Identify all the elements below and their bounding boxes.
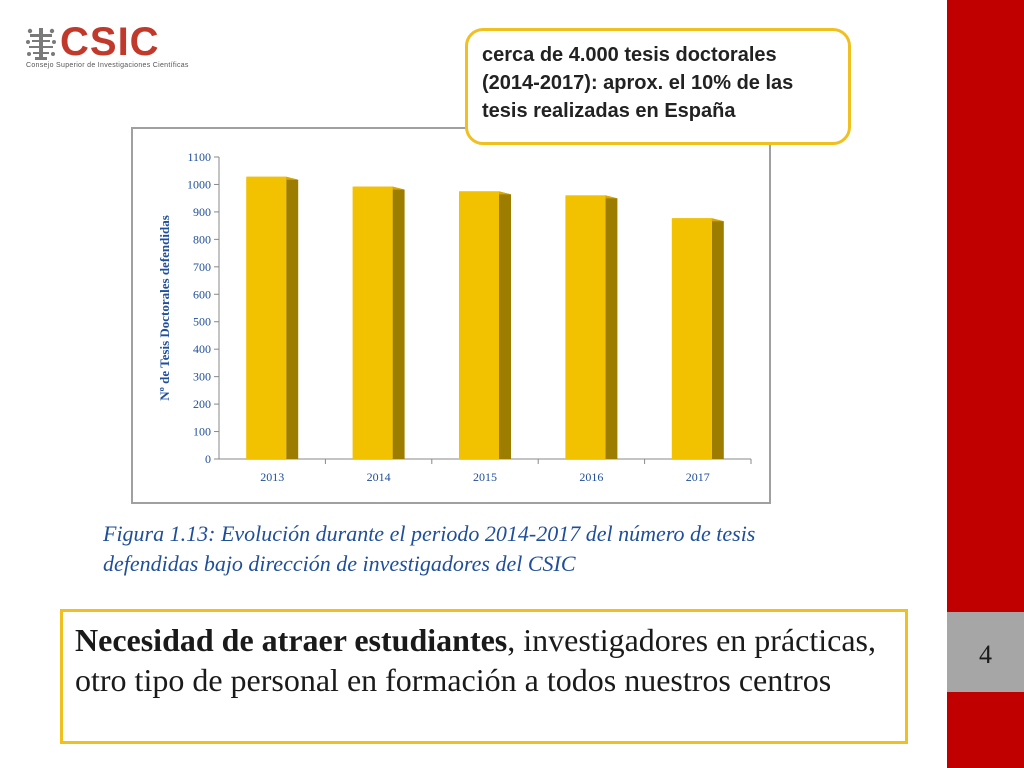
csic-logo: CSIC Consejo Superior de Investigaciones… — [24, 20, 194, 74]
x-tick-label-2016: 2016 — [579, 470, 603, 484]
x-tick-label-2015: 2015 — [473, 470, 497, 484]
csic-emblem-icon — [26, 28, 56, 60]
chart-frame: 0 100 200 300 400 500 600 700 800 900 1000 1100 Nº d… — [131, 127, 771, 504]
y-tick-label: 100 — [193, 425, 211, 439]
y-tick-label: 300 — [193, 370, 211, 384]
y-tick-label: 800 — [193, 232, 211, 246]
bar-side-2014 — [392, 186, 405, 459]
y-tick-label: 500 — [193, 315, 211, 329]
page-number-panel — [947, 612, 1024, 692]
bar-2015 — [459, 191, 499, 459]
highlight-box: Necesidad de atraer estudiantes, investi… — [60, 609, 908, 744]
callout-note: cerca de 4.000 tesis doctorales (2014-20… — [465, 28, 851, 145]
y-axis-title: Nº de Tesis Doctorales defendidas — [157, 215, 172, 401]
side-accent-bar: 4 — [947, 0, 1024, 768]
bar-2017 — [671, 218, 712, 459]
figure-caption: Figura 1.13: Evolución durante el period… — [103, 521, 756, 576]
logo-wordmark: CSIC — [60, 20, 160, 64]
y-tick-label: 1100 — [187, 150, 211, 164]
bar-chart: 0 100 200 300 400 500 600 700 800 900 1000 1100 Nº d… — [157, 150, 752, 484]
y-tick-label: 200 — [193, 397, 211, 411]
bar-2016 — [565, 195, 606, 459]
bar-side-2015 — [499, 191, 511, 459]
y-tick-label: 600 — [193, 287, 211, 301]
x-tick-label-2014: 2014 — [367, 470, 391, 484]
y-tick-label: 400 — [193, 342, 211, 356]
y-tick-label: 900 — [193, 205, 211, 219]
bar-2013 — [246, 176, 287, 459]
bar-side-2013 — [286, 176, 299, 459]
bar-side-2016 — [605, 195, 618, 459]
y-tick-label: 1000 — [187, 177, 211, 191]
x-tick-label-2017: 2017 — [686, 470, 710, 484]
page-number: 4 — [979, 640, 992, 669]
callout-text: cerca de 4.000 tesis doctorales (2014-20… — [482, 44, 794, 122]
x-tick-label-2013: 2013 — [260, 470, 284, 484]
logo-subtitle: Consejo Superior de Investigaciones Cien… — [26, 62, 189, 69]
highlight-text: , investigadores en prácticas, otro tipo… — [75, 622, 876, 698]
bar-side-2017 — [711, 218, 724, 459]
bar-2014 — [352, 186, 393, 459]
y-tick-label: 700 — [193, 260, 211, 274]
y-tick-label: 0 — [205, 452, 211, 466]
highlight-bold-text: Necesidad de atraer estudiantes — [75, 622, 508, 658]
